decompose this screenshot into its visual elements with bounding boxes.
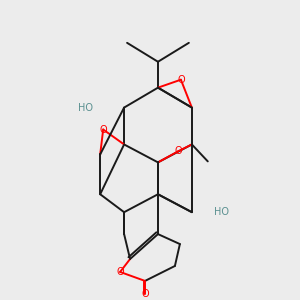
Text: O: O — [177, 75, 185, 85]
Text: O: O — [141, 289, 149, 299]
Text: HO: HO — [78, 103, 93, 112]
Text: HO: HO — [214, 207, 229, 217]
Text: O: O — [174, 146, 182, 156]
Text: O: O — [116, 267, 124, 277]
Text: O: O — [99, 124, 107, 134]
